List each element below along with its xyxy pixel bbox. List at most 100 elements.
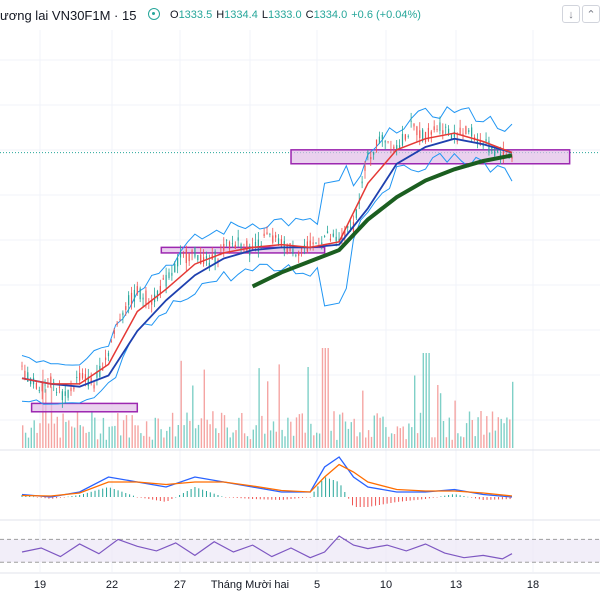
volume-bar <box>169 426 171 448</box>
volume-bar <box>376 413 378 448</box>
volume-bar <box>506 417 508 448</box>
macd-hist-bar <box>444 495 446 497</box>
candle-body <box>102 369 104 371</box>
macd-hist-bar <box>259 497 261 500</box>
volume-bar <box>180 360 182 448</box>
candle-body <box>436 129 438 130</box>
volume-bar <box>261 415 263 448</box>
volume-bar <box>437 385 439 448</box>
volume-bar <box>310 423 312 448</box>
macd-hist-bar <box>375 497 377 506</box>
candle-body <box>335 236 337 242</box>
volume-bar <box>399 428 401 448</box>
volume-bar <box>96 439 99 448</box>
candle-body <box>58 386 61 388</box>
macd-hist-bar <box>386 497 388 504</box>
candle-body <box>445 126 447 128</box>
download-button[interactable]: ↓ <box>562 5 580 23</box>
macd-hist-bar <box>186 491 188 497</box>
volume-bar <box>439 393 442 448</box>
candle-body <box>387 141 389 143</box>
macd-hist-bar <box>317 486 319 497</box>
volume-bar <box>50 387 53 448</box>
macd-hist-bar <box>286 497 288 500</box>
chart-header: ương lai VN30F1M · 15 O1333.5 H1334.4 L133… <box>0 0 600 30</box>
macd-hist-bar <box>217 495 219 497</box>
macd-hist-bar <box>302 497 304 498</box>
volume-bar <box>497 417 499 448</box>
macd-hist-bar <box>490 497 492 500</box>
volume-bar <box>287 417 289 448</box>
volume-bar <box>206 419 208 448</box>
x-tick-label-4: 5 <box>314 579 320 591</box>
macd-hist-bar <box>305 497 307 498</box>
volume-bar <box>431 437 433 448</box>
candle-body <box>459 127 461 136</box>
candle-body <box>226 239 228 241</box>
candle-body <box>485 139 487 142</box>
volume-bar <box>56 416 58 448</box>
volume-bar <box>471 420 473 448</box>
volume-bar <box>454 400 456 448</box>
volume-bar <box>411 427 413 448</box>
volume-bar <box>232 432 234 448</box>
macd-hist-bar <box>167 497 169 501</box>
candle-body <box>277 238 280 245</box>
macd-hist-bar <box>290 497 292 499</box>
macd-pane <box>21 456 513 507</box>
candle-body <box>61 391 63 401</box>
volume-bar <box>365 437 367 448</box>
candle-body <box>375 139 378 146</box>
bollinger-lower <box>21 152 513 405</box>
volume-bar <box>385 427 387 448</box>
macd-hist-bar <box>248 497 250 499</box>
macd-hist-bar <box>294 497 296 499</box>
volume-bar <box>140 433 142 448</box>
candle-body <box>430 131 432 135</box>
support-zones <box>30 149 571 413</box>
volume-bars <box>22 348 514 448</box>
candle-body <box>76 377 78 379</box>
volume-bar <box>148 436 151 448</box>
volume-bar <box>269 430 272 448</box>
candle-body <box>370 157 372 160</box>
grid <box>0 30 600 572</box>
macd-hist-bar <box>44 497 46 499</box>
macd-hist-bar <box>359 497 361 507</box>
candle-body <box>44 384 46 386</box>
volume-bar <box>275 431 277 448</box>
candle-body <box>332 233 334 237</box>
arrow-down-icon: ↓ <box>568 9 574 21</box>
volume-bar <box>428 353 430 448</box>
candle-body <box>384 141 386 143</box>
macd-hist-bar <box>394 497 396 503</box>
volume-bar <box>62 413 64 448</box>
candle-body <box>491 147 493 152</box>
macd-hist-bar <box>332 480 334 497</box>
candle-body <box>511 157 513 159</box>
candle-body <box>275 235 277 238</box>
candle-body <box>254 241 257 248</box>
candle-body <box>393 146 395 149</box>
volume-bar <box>137 425 139 448</box>
candle-body <box>364 165 366 171</box>
macd-hist-bar <box>409 497 411 501</box>
macd-hist-bar <box>156 497 158 501</box>
macd-hist-bar <box>48 497 50 499</box>
candle-body <box>38 390 40 391</box>
candle-body <box>53 382 55 384</box>
candle-body <box>326 231 329 234</box>
volume-bar <box>151 439 154 448</box>
macd-hist-bar <box>463 496 465 497</box>
symbol-title[interactable]: ương lai VN30F1M · 15 <box>0 8 137 23</box>
volume-bar <box>186 412 188 448</box>
candle-body <box>476 138 479 145</box>
volume-bar <box>102 417 105 448</box>
volume-bar <box>36 432 38 448</box>
candle-body <box>456 140 458 142</box>
macd-hist-bar <box>278 497 280 500</box>
macd-hist-bar <box>56 497 58 499</box>
candle-body <box>266 232 268 234</box>
volume-bar <box>350 422 352 448</box>
